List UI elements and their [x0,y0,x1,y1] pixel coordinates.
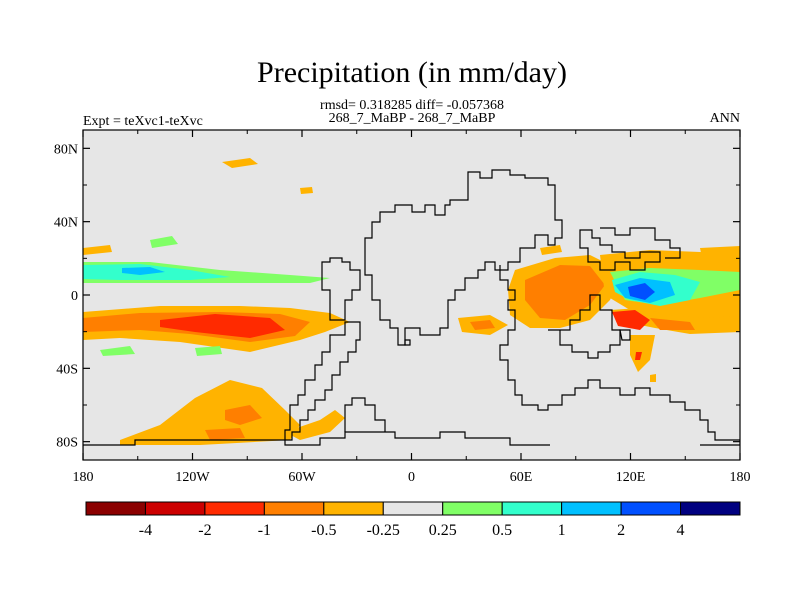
y-tick-label: 0 [71,289,78,304]
anomaly-pacific-south [83,306,350,356]
y-tick-label: 40N [54,216,78,231]
colorbar-label: -2 [198,522,211,539]
map-field [83,130,740,460]
colorbar-swatch [620,501,682,516]
case-line: 268_7_MaBP - 268_7_MaBP [329,111,496,126]
x-tick-label: 180 [730,470,751,485]
x-tick-label: 180 [73,470,94,485]
x-tick-label: 60E [510,470,533,485]
y-tick-label: 40S [56,362,78,377]
x-axis: 180 120W 60W 0 60E 120E 180 [73,130,751,485]
colorbar-label: 1 [558,522,566,539]
colorbar-label: -1 [258,522,271,539]
colorbar-label: -0.5 [311,522,336,539]
y-axis: 80N 40N 0 40S 80S [54,142,740,451]
colorbar-label: -0.25 [367,522,400,539]
anomaly-indian-ocean [458,245,620,335]
colorbar-swatch [442,501,503,516]
y-tick-label: 80S [56,436,78,451]
colorbar-swatch [501,501,563,516]
colorbar-swatch [263,501,325,516]
colorbar-swatch [144,501,206,516]
x-tick-label: 0 [408,470,415,485]
season-label: ANN [710,111,740,126]
colorbar-label: 4 [677,522,685,539]
colorbar-swatch [680,501,741,516]
stats-line: rmsd= 0.318285 diff= -0.057368 [320,98,504,113]
colorbar-label: 0.25 [429,522,457,539]
colorbar-label: 0.5 [492,522,512,539]
x-tick-label: 120W [175,470,210,485]
colorbar-label: -4 [139,522,152,539]
anomaly-west-pacific [600,246,740,382]
colorbar: -4 -2 -1 -0.5 -0.25 0.25 0.5 1 2 4 [85,501,741,539]
anomaly-pacific-north [83,236,330,283]
colorbar-swatch [204,501,265,516]
colorbar-swatch [85,501,146,516]
colorbar-label: 2 [617,522,625,539]
colorbar-swatch [561,501,622,516]
continent-outlines [83,169,740,460]
colorbar-swatch [323,501,384,516]
experiment-label: Expt = teXvc1-teXvc [83,114,203,129]
anomaly-north-patches [222,158,313,194]
chart-title: Precipitation (in mm/day) [257,56,567,89]
x-tick-label: 60W [288,470,316,485]
colorbar-swatch [382,501,444,516]
y-tick-label: 80N [54,142,78,157]
x-tick-label: 120E [616,470,646,485]
